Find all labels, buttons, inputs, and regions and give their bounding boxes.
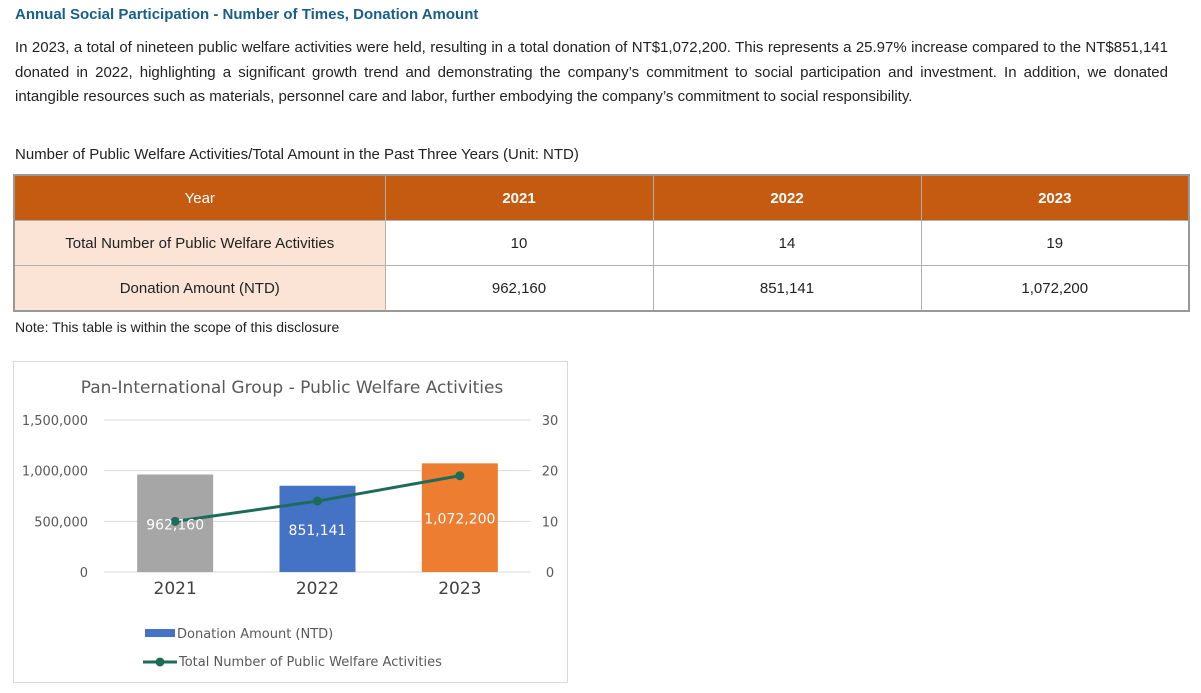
chart-title: Pan-International Group - Public Welfare… [81, 378, 504, 398]
legend-label-activities: Total Number of Public Welfare Activitie… [178, 655, 442, 670]
y-left-tick-label: 1,500,000 [22, 414, 88, 429]
cell-activities-2021: 10 [384, 220, 654, 266]
welfare-table: Year 2021 2022 2023 Total Number of Publ… [13, 174, 1190, 312]
bar-data-label: 851,141 [289, 523, 347, 539]
y-left-tick-label: 1,000,000 [22, 465, 88, 480]
header-2022: 2022 [652, 174, 922, 221]
table-caption: Number of Public Welfare Activities/Tota… [15, 146, 579, 163]
cell-activities-2022: 14 [652, 220, 922, 266]
bar-data-label: 1,072,200 [424, 512, 495, 528]
cell-donation-2023: 1,072,200 [920, 265, 1190, 312]
table-row: Donation Amount (NTD) 962,160 851,141 1,… [13, 265, 1190, 312]
table-note: Note: This table is within the scope of … [15, 319, 340, 335]
x-tick-label: 2021 [154, 579, 197, 599]
x-tick-label: 2023 [438, 579, 481, 599]
y-left-tick-label: 500,000 [34, 515, 88, 530]
header-2023: 2023 [920, 174, 1190, 221]
table-row: Total Number of Public Welfare Activitie… [13, 220, 1190, 266]
header-2021: 2021 [384, 174, 654, 221]
activities-point-2023 [455, 471, 465, 481]
cell-activities-2023: 19 [920, 220, 1190, 266]
y-right-tick-label: 10 [542, 515, 559, 530]
legend-bar-swatch [145, 629, 175, 637]
chart-container: Pan-International Group - Public Welfare… [13, 361, 568, 683]
legend-label-donation: Donation Amount (NTD) [177, 627, 333, 642]
combo-chart: Pan-International Group - Public Welfare… [22, 378, 559, 670]
section-title: Annual Social Participation - Number of … [15, 6, 479, 23]
legend-line-marker [155, 657, 165, 667]
bar-data-label: 962,160 [146, 517, 204, 533]
row-label-activities: Total Number of Public Welfare Activitie… [13, 220, 386, 266]
activities-point-2021 [170, 516, 180, 526]
cell-donation-2021: 962,160 [384, 265, 654, 312]
intro-paragraph: In 2023, a total of nineteen public welf… [15, 39, 1168, 105]
activities-point-2022 [313, 496, 322, 506]
y-left-tick-label: 0 [80, 566, 88, 581]
table-header-row: Year 2021 2022 2023 [13, 174, 1190, 221]
header-year: Year [13, 174, 386, 221]
y-right-tick-label: 20 [542, 465, 559, 480]
row-label-donation: Donation Amount (NTD) [13, 265, 386, 312]
y-right-tick-label: 0 [546, 566, 554, 581]
y-right-tick-label: 30 [542, 414, 559, 429]
x-tick-label: 2022 [296, 579, 339, 599]
cell-donation-2022: 851,141 [652, 265, 922, 312]
